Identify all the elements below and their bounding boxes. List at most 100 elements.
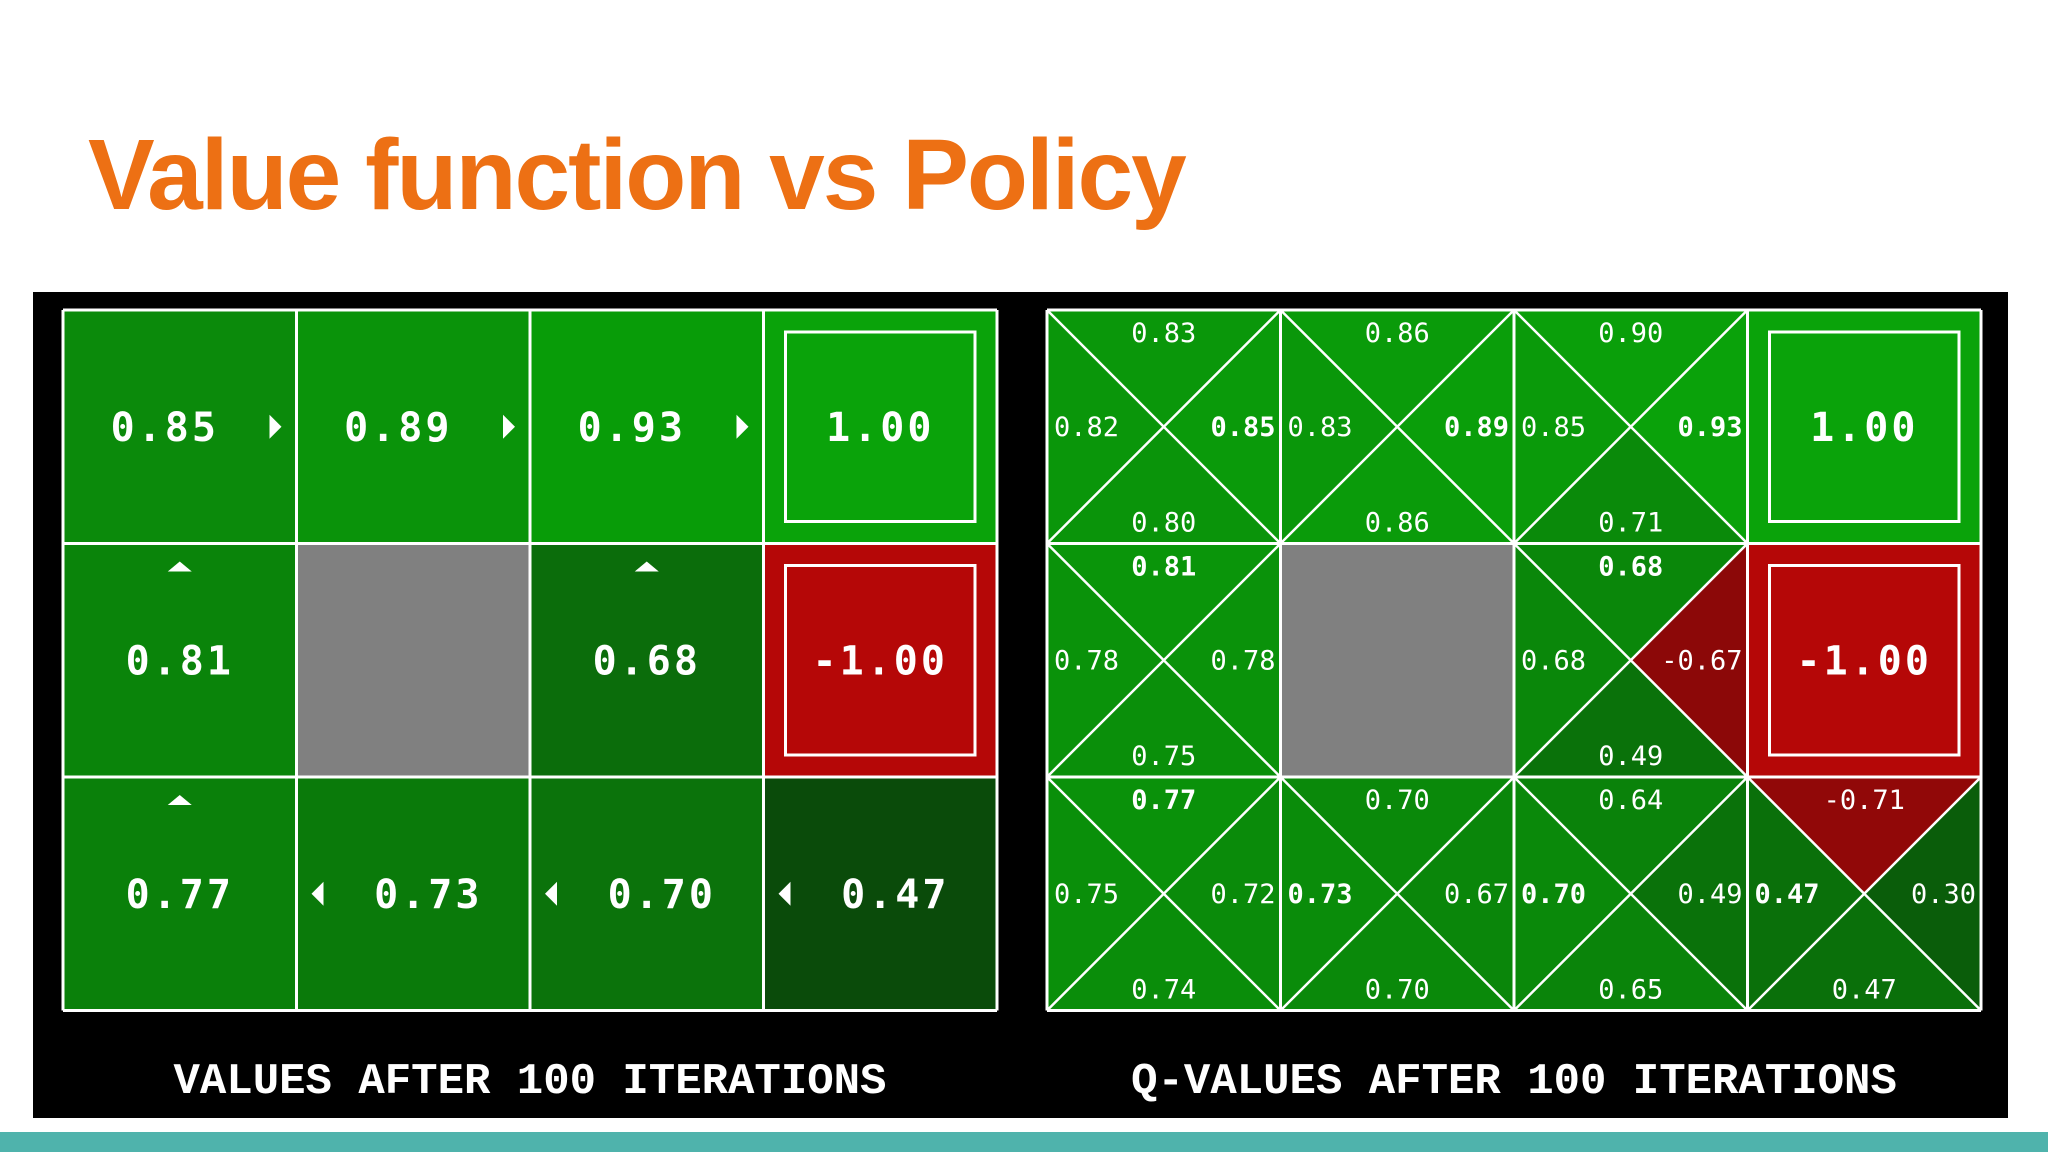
q-value-w: 0.85 (1521, 412, 1586, 443)
value-cell-r1c2: 0.68 (530, 543, 764, 777)
q-cell-r2c0: 0.77 0.72 0.74 0.75 (1046, 776, 1282, 1012)
state-value: 0.77 (126, 872, 234, 918)
q-triangle-e (1163, 543, 1281, 777)
q-value-e: 0.85 (1210, 412, 1275, 443)
q-triangle-w (1514, 543, 1631, 777)
terminal-border (784, 330, 977, 523)
q-value-s: 0.86 (1365, 508, 1430, 539)
policy-arrow-right-icon (736, 414, 749, 439)
policy-arrow-up-icon (167, 795, 192, 805)
q-triangle-s (1047, 426, 1281, 544)
q-triangle-s (1280, 893, 1514, 1011)
q-triangle-e (1630, 543, 1748, 777)
terminal-border (1768, 564, 1961, 757)
q-cell-r0c3: 1.00 (1747, 310, 1981, 544)
value-cell-r0c1: 0.89 (296, 310, 530, 544)
policy-arrow-right-icon (503, 414, 515, 439)
q-value-s: 0.71 (1598, 508, 1663, 539)
q-triangle-s (1514, 660, 1748, 777)
q-value-s: 0.74 (1131, 975, 1196, 1006)
policy-arrow-left-icon (545, 881, 557, 906)
q-cell-r1c1 (1280, 543, 1514, 777)
q-triangle-n (1280, 777, 1514, 894)
state-value: 0.89 (344, 405, 452, 451)
state-value: -1.00 (1797, 638, 1932, 684)
q-value-s: 0.70 (1365, 975, 1430, 1006)
state-value: 0.70 (608, 872, 716, 918)
value-cell-r2c2: 0.70 (530, 777, 764, 1011)
q-triangle-w (1047, 543, 1164, 777)
q-value-n: 0.70 (1365, 785, 1430, 816)
q-triangle-n (1047, 543, 1281, 661)
value-grid-caption: VALUES AFTER 100 ITERATIONS (174, 1057, 887, 1107)
value-cell-r1c1 (296, 543, 530, 777)
q-value-n: 0.81 (1131, 552, 1196, 583)
q-value-e: 0.72 (1210, 879, 1275, 910)
state-value: 0.68 (593, 638, 701, 684)
q-cell-r2c2: 0.64 0.49 0.65 0.70 (1513, 776, 1749, 1012)
state-value: 1.00 (826, 405, 934, 451)
q-value-w: 0.82 (1054, 412, 1119, 443)
state-value: 0.47 (841, 872, 949, 918)
q-triangle-w (1047, 777, 1164, 1011)
q-triangle-n (1747, 777, 1981, 894)
q-value-s: 0.80 (1131, 508, 1196, 539)
slide-title: Value function vs Policy (88, 119, 1187, 231)
q-triangle-n (1047, 777, 1281, 894)
policy-arrow-left-icon (778, 881, 791, 906)
q-cell-r2c1: 0.70 0.67 0.70 0.73 (1279, 776, 1515, 1012)
value-cell-r0c3: 1.00 (763, 310, 997, 544)
q-triangle-n (1047, 310, 1281, 427)
value-cell-r2c3: 0.47 (763, 777, 997, 1011)
q-value-w: 0.78 (1054, 645, 1119, 676)
q-triangle-e (1630, 777, 1748, 1011)
q-triangle-e (1630, 310, 1748, 544)
q-triangle-n (1280, 310, 1514, 427)
q-triangle-e (1163, 777, 1281, 1011)
state-value: 0.93 (578, 405, 686, 451)
q-triangle-e (1864, 777, 1981, 1011)
q-value-s: 0.75 (1131, 741, 1196, 772)
q-triangle-w (1280, 777, 1398, 1011)
q-cell-r2c3: -0.71 0.30 0.47 0.47 (1746, 776, 1982, 1012)
q-cell-r0c2: 0.90 0.93 0.71 0.85 (1513, 309, 1749, 545)
q-value-n: 0.83 (1131, 318, 1196, 349)
value-grid: 0.85 0.89 0.93 1.00 0.81 0.68 -1.00 0.77 0.73 0.7… (61, 308, 999, 1012)
q-cell-r1c0: 0.81 0.78 0.75 0.78 (1046, 542, 1282, 778)
q-value-e: 0.49 (1677, 879, 1742, 910)
q-value-n: 0.90 (1598, 318, 1663, 349)
q-triangle-s (1280, 426, 1514, 544)
q-value-e: 0.30 (1911, 879, 1976, 910)
q-value-n: 0.86 (1365, 318, 1430, 349)
value-cell-r0c2: 0.93 (530, 310, 764, 544)
q-value-s: 0.65 (1598, 975, 1663, 1006)
value-cell-r1c3: -1.00 (763, 543, 997, 777)
q-value-w: 0.68 (1521, 645, 1586, 676)
q-triangle-s (1514, 426, 1748, 544)
state-value: 0.73 (374, 872, 482, 918)
q-cell-r0c1: 0.86 0.89 0.86 0.83 (1279, 309, 1515, 545)
q-value-e: 0.67 (1444, 879, 1509, 910)
policy-arrow-left-icon (311, 881, 324, 906)
q-cell-r0c0: 0.83 0.85 0.80 0.82 (1046, 309, 1282, 545)
q-value-n: 0.64 (1598, 785, 1663, 816)
q-value-e: 0.78 (1210, 645, 1275, 676)
q-triangle-w (1047, 310, 1164, 544)
q-triangle-s (1514, 893, 1748, 1011)
q-cell-r1c3: -1.00 (1747, 543, 1981, 777)
q-value-s: 0.47 (1832, 975, 1897, 1006)
q-triangle-s (1747, 893, 1981, 1011)
q-triangle-s (1047, 660, 1281, 777)
q-triangle-n (1514, 310, 1748, 427)
q-value-w: 0.83 (1288, 412, 1353, 443)
q-value-w: 0.47 (1755, 879, 1820, 910)
policy-arrow-right-icon (269, 414, 282, 439)
q-value-grid-caption: Q-VALUES AFTER 100 ITERATIONS (1131, 1057, 1897, 1107)
q-value-w: 0.73 (1288, 879, 1353, 910)
value-cell-r0c0: 0.85 (63, 310, 297, 544)
q-value-n: -0.71 (1824, 785, 1905, 816)
q-triangle-n (1514, 543, 1748, 661)
terminal-border (1768, 330, 1961, 523)
policy-arrow-up-icon (167, 561, 192, 572)
